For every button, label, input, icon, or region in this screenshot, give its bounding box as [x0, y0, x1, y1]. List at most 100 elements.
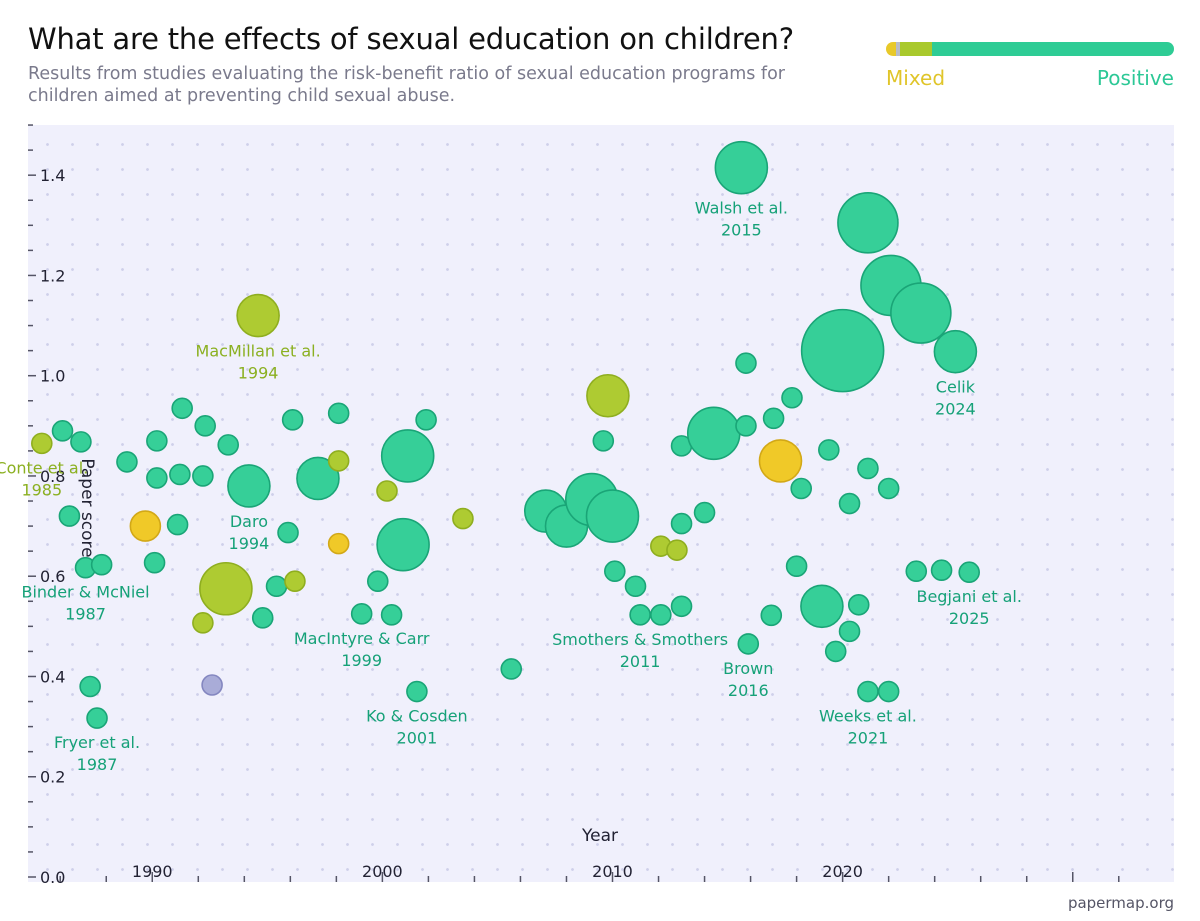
data-label: MacIntyre & Carr	[294, 629, 430, 648]
data-point	[296, 456, 340, 501]
data-label: Begjani et al.	[916, 587, 1021, 606]
legend-mixed-label: Mixed	[886, 66, 946, 90]
data-point	[758, 439, 803, 483]
legend-positive-label: Positive	[1096, 66, 1174, 90]
data-label: 2001	[397, 729, 438, 748]
data-point	[251, 607, 274, 629]
data-point	[624, 575, 647, 598]
data-point	[192, 465, 214, 487]
data-point	[838, 492, 861, 515]
data-point	[762, 407, 785, 430]
data-label: 2011	[620, 652, 661, 671]
data-point	[877, 680, 900, 703]
data-point	[236, 293, 280, 338]
data-point	[800, 308, 885, 393]
data-point	[406, 680, 428, 703]
data-point	[714, 140, 769, 195]
y-tick-label: 0.6	[40, 567, 65, 586]
data-point	[586, 373, 630, 418]
data-label: 2021	[848, 729, 889, 748]
y-tick-label: 0.0	[40, 868, 65, 887]
data-point	[890, 282, 952, 344]
data-point	[192, 612, 214, 634]
data-point	[837, 192, 899, 254]
data-point	[327, 532, 350, 555]
y-tick-label: 1.2	[40, 266, 65, 285]
data-point	[51, 420, 74, 442]
data-point	[800, 584, 844, 629]
data-point	[693, 501, 716, 524]
data-point	[857, 457, 879, 480]
data-label: 1999	[341, 651, 382, 670]
data-label: Fryer et al.	[54, 733, 140, 752]
data-point	[146, 467, 168, 489]
source-credit: papermap.org	[1067, 894, 1174, 912]
data-label: Celik	[936, 378, 976, 397]
data-point	[86, 707, 108, 729]
data-label: MacMillan et al.	[196, 342, 321, 361]
data-label: 1985	[21, 480, 62, 499]
data-point	[760, 604, 783, 627]
x-tick-label: 2000	[362, 862, 403, 881]
data-point	[847, 593, 870, 616]
legend-segment	[900, 42, 933, 56]
data-point	[500, 658, 523, 680]
data-point	[169, 463, 191, 486]
data-label: 1994	[238, 364, 279, 383]
x-tick-label: 1990	[132, 862, 173, 881]
y-tick-label: 0.8	[40, 467, 65, 486]
data-point	[857, 680, 879, 703]
data-point	[380, 604, 403, 626]
data-point	[650, 604, 672, 626]
data-label: Ko & Cosden	[366, 707, 468, 726]
data-point	[604, 560, 626, 583]
data-point	[129, 510, 162, 542]
data-label: 2024	[935, 400, 976, 419]
data-point	[380, 429, 435, 483]
data-label: 2015	[721, 221, 762, 240]
data-label: Weeks et al.	[819, 707, 917, 726]
data-point	[327, 450, 350, 472]
data-point	[785, 555, 808, 577]
data-point	[31, 432, 53, 455]
y-tick-label: 0.2	[40, 768, 65, 787]
y-tick-label: 0.4	[40, 667, 65, 686]
data-point	[930, 559, 953, 582]
y-axis-label: Paper score	[77, 458, 97, 557]
data-point	[958, 561, 980, 584]
data-point	[350, 603, 373, 625]
data-point	[90, 553, 113, 576]
data-label: Smothers & Smothers	[552, 630, 728, 649]
data-point	[933, 329, 978, 374]
data-point	[327, 402, 350, 425]
data-point	[58, 505, 81, 527]
data-point	[171, 397, 193, 420]
x-axis-label: Year	[581, 826, 618, 846]
data-point	[838, 620, 861, 643]
data-point	[376, 517, 430, 572]
data-point	[905, 560, 928, 583]
data-label: 1987	[77, 755, 118, 774]
data-point	[824, 640, 847, 663]
y-tick-label: 1.0	[40, 367, 65, 386]
data-label: Conte et al.	[0, 458, 88, 477]
x-tick-label: 2010	[592, 862, 633, 881]
data-point	[199, 561, 253, 616]
data-point	[735, 352, 757, 374]
x-tick-label: 2020	[822, 862, 863, 881]
plot-area	[28, 125, 1174, 882]
data-point	[194, 415, 216, 437]
data-label: 2016	[728, 681, 769, 700]
data-point	[592, 430, 615, 452]
data-point	[166, 513, 189, 536]
legend-segment	[896, 42, 901, 56]
data-point	[735, 415, 757, 437]
data-point	[79, 675, 101, 698]
data-point	[70, 431, 92, 453]
data-label: Binder & McNiel	[21, 583, 149, 602]
data-point	[217, 434, 240, 456]
data-point	[277, 521, 299, 544]
data-label: 1987	[65, 605, 106, 624]
data-point	[790, 477, 813, 500]
